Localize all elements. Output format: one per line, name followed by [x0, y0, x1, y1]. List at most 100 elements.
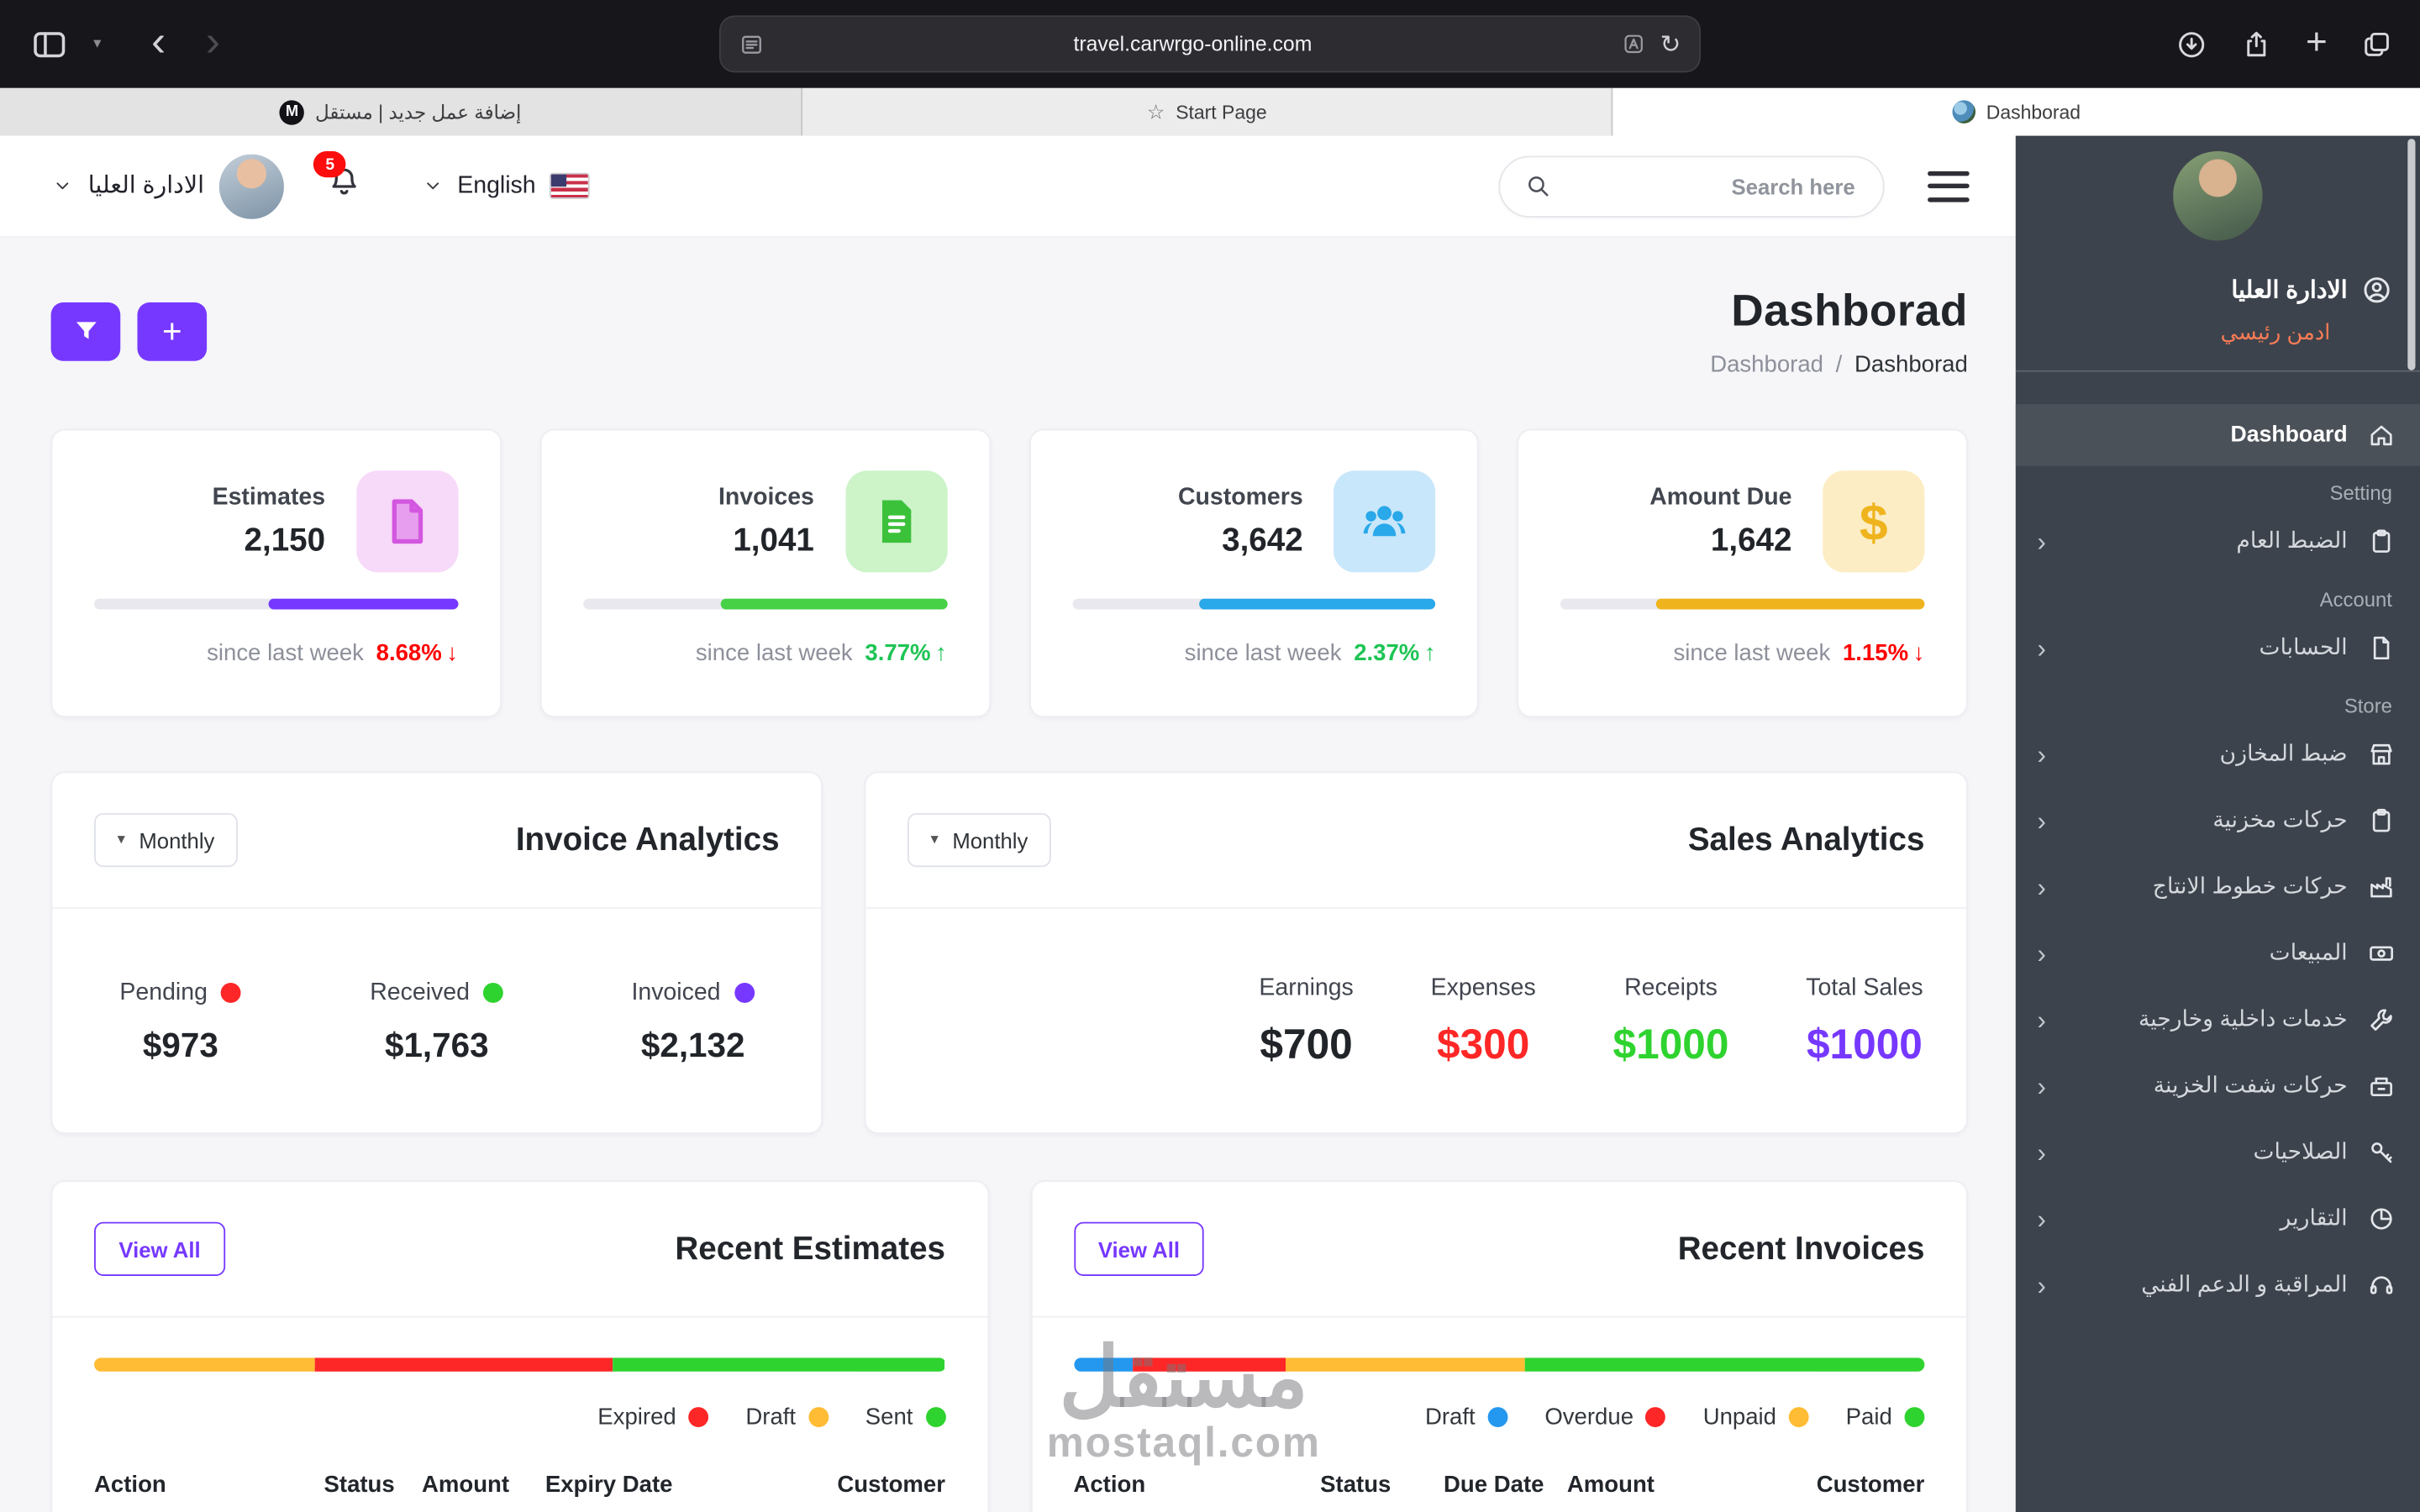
stat-card-invoices[interactable]: Invoices 1,041 since last week 3.77% ↑ [539, 428, 991, 718]
menu-button[interactable] [1928, 170, 1970, 202]
breadcrumb-current: Dashborad [1854, 351, 1968, 378]
reload-icon[interactable]: ↻ [1660, 31, 1681, 58]
browser-toolbar: ▾ ‹ › travel.carwrgo-online.com ↻ + [0, 0, 2420, 88]
stat-delta: 8.68% ↓ [376, 640, 459, 667]
view-all-estimates-button[interactable]: View All [94, 1221, 226, 1276]
arrow-down-icon: ↓ [1912, 640, 1925, 667]
sidebar-item-accounts[interactable]: الحسابات ‹ [2016, 617, 2420, 679]
search-input[interactable] [1563, 171, 1859, 200]
invoices-status-bar [1073, 1357, 1925, 1372]
sidebar-item-general-settings[interactable]: الضبط العام ‹ [2016, 511, 2420, 572]
org-label: الادارة العليا [87, 172, 205, 199]
stat-card-customers[interactable]: Customers 3,642 since last week 2.37% ↑ [1028, 428, 1480, 718]
add-button[interactable]: + [137, 302, 208, 361]
org-dropdown[interactable]: الادارة العليا [52, 153, 285, 218]
tab-dashboard[interactable]: Dashborad [1612, 87, 2420, 136]
status-dot [483, 983, 504, 1003]
tab-mostaql[interactable]: M إضافة عمل جديد | مستقل [0, 87, 803, 136]
us-flag-icon [550, 172, 590, 199]
breadcrumb-root[interactable]: Dashborad [1710, 351, 1823, 378]
tab-start-page[interactable]: ☆ Start Page [802, 87, 1613, 136]
stat-card-estimates[interactable]: Estimates 2,150 since last week 8.68% ↓ [50, 428, 502, 718]
estimates-file-icon [381, 496, 433, 548]
stat-delta: 2.37% ↑ [1354, 640, 1436, 667]
tools-icon [2368, 1006, 2396, 1034]
user-avatar[interactable] [219, 153, 285, 218]
estimates-legend: Expired Draft Sent [94, 1404, 945, 1431]
chevron-left-icon: ‹ [2037, 872, 2046, 902]
sidebar-profile-role: ادمن رئيسي [2220, 319, 2331, 344]
metric-pending: Pending $973 [119, 979, 242, 1065]
toolbar-caret-icon[interactable]: ▾ [93, 34, 102, 52]
sidebar-item-reports[interactable]: التقارير ‹ [2016, 1188, 2420, 1249]
metric-earnings: Earnings $700 [1259, 974, 1354, 1068]
sidebar-item-treasury-shift-movements[interactable]: حركات شفت الخزينة ‹ [2016, 1055, 2420, 1116]
stat-card-amount-due[interactable]: Amount Due 1,642 $ since last week 1.15%… [1517, 428, 1968, 718]
stat-cards-row: Estimates 2,150 since last week 8.68% ↓ [50, 428, 1968, 718]
sidebar-toggle-icon[interactable] [31, 25, 68, 62]
notification-badge: 5 [313, 151, 347, 178]
metric-invoiced: Invoiced $2,132 [631, 979, 755, 1065]
sales-analytics-period-select[interactable]: ▾ Monthly [908, 812, 1051, 868]
address-bar[interactable]: travel.carwrgo-online.com ↻ [718, 15, 1702, 73]
stat-note: since last week [1673, 640, 1831, 667]
translate-icon[interactable] [1622, 33, 1645, 56]
chevron-left-icon: ‹ [2037, 1005, 2046, 1035]
breadcrumb: Dashborad / Dashborad [1710, 352, 1968, 378]
forward-button[interactable]: › [205, 16, 221, 65]
breadcrumb-separator: / [1835, 351, 1843, 378]
invoice-analytics-title: Invoice Analytics [515, 822, 780, 858]
notifications-button[interactable]: 5 [313, 151, 361, 207]
sidebar-item-dashboard[interactable]: Dashboard [2015, 404, 2420, 466]
page-settings-icon[interactable] [739, 32, 764, 56]
sidebar-item-permissions[interactable]: الصلاحيات ‹ [2016, 1121, 2420, 1183]
filter-button[interactable] [50, 302, 121, 361]
clipboard-icon [2368, 528, 2396, 555]
caret-down-icon: ▾ [117, 832, 125, 849]
invoice-analytics-period-select[interactable]: ▾ Monthly [94, 812, 238, 868]
search-icon [1525, 173, 1551, 199]
stat-note: since last week [695, 640, 853, 667]
sidebar-item-sales[interactable]: المبيعات ‹ [2016, 922, 2420, 984]
chevron-left-icon: ‹ [2037, 806, 2046, 836]
pie-icon [2368, 1205, 2396, 1232]
tabs-overview-icon[interactable] [2361, 29, 2392, 60]
dollar-icon: $ [1859, 492, 1888, 550]
view-all-invoices-button[interactable]: View All [1073, 1221, 1205, 1276]
legend-dot [688, 1407, 709, 1427]
invoices-table-header: Action Status Due Date Amount Customer [1073, 1472, 1925, 1499]
sidebar-item-monitoring-support[interactable]: المراقبة و الدعم الفني ‹ [2016, 1254, 2420, 1315]
downloads-icon[interactable] [2176, 29, 2207, 60]
sidebar-section-store: Store [2344, 694, 2392, 718]
clipboard-icon [2368, 807, 2396, 835]
stat-progress [1071, 598, 1436, 610]
language-selector[interactable]: English [424, 172, 590, 200]
chevron-down-icon [52, 176, 72, 196]
stat-progress [1560, 598, 1925, 610]
sidebar-avatar[interactable] [2173, 151, 2263, 241]
sidebar-item-internal-external-services[interactable]: خدمات داخلية وخارجية ‹ [2016, 989, 2420, 1050]
stat-label: Estimates [212, 483, 326, 511]
sidebar-item-inventory-movements[interactable]: حركات مخزنية ‹ [2016, 790, 2420, 851]
back-button[interactable]: ‹ [151, 16, 166, 65]
legend-dot [1487, 1407, 1508, 1427]
new-tab-button[interactable]: + [2306, 20, 2328, 63]
arrow-down-icon: ↓ [446, 640, 459, 667]
share-icon[interactable] [2241, 29, 2272, 60]
chevron-left-icon: ‹ [2037, 1071, 2046, 1101]
recent-estimates-title: Recent Estimates [675, 1230, 945, 1267]
estimates-table-header: Action Status Amount Expiry Date Custome… [94, 1472, 945, 1499]
plus-icon: + [161, 312, 182, 350]
chevron-left-icon: ‹ [2037, 633, 2046, 663]
stat-value: 1,041 [733, 522, 814, 558]
stat-delta: 1.15% ↓ [1842, 640, 1925, 667]
stat-label: Customers [1177, 483, 1303, 511]
chevron-left-icon: ‹ [2037, 1270, 2046, 1300]
home-icon [2368, 421, 2396, 449]
sidebar-item-production-lines[interactable]: حركات خطوط الانتاج ‹ [2016, 856, 2420, 917]
sidebar-item-warehouse-settings[interactable]: ضبط المخازن ‹ [2016, 723, 2420, 785]
sidebar-menu: Dashboard Setting الضبط العام ‹ Account … [2015, 370, 2420, 1316]
sidebar-scrollbar[interactable] [2407, 139, 2416, 370]
stat-icon-tile: $ [1823, 470, 1925, 573]
